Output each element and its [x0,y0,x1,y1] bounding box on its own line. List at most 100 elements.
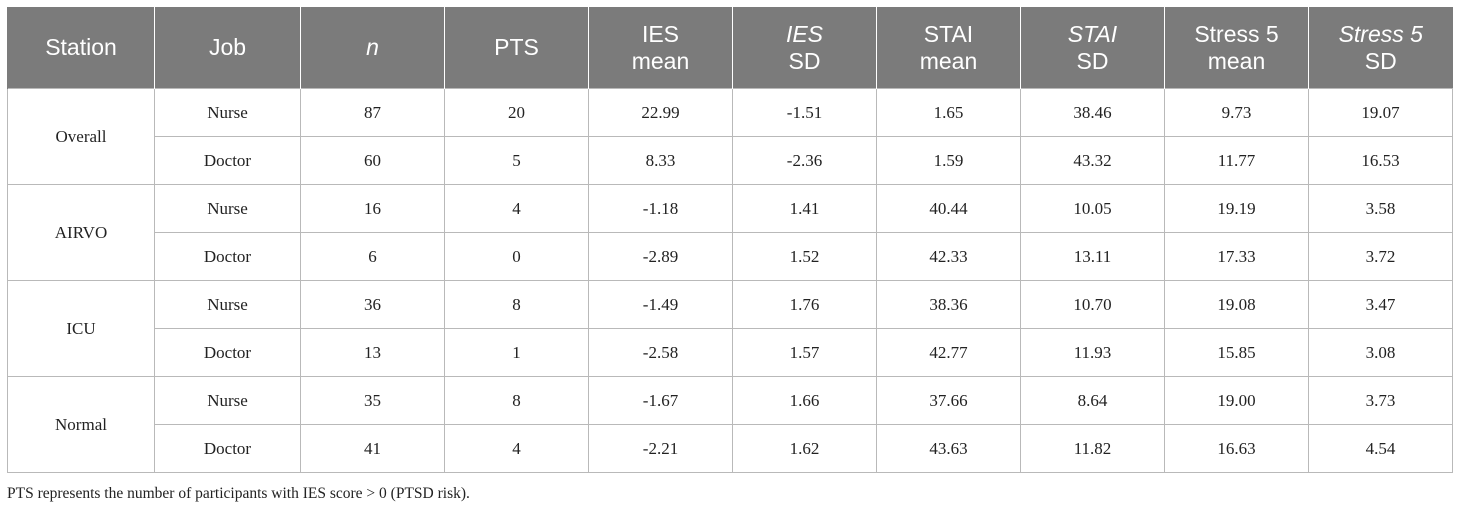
value-cell: -1.51 [732,88,877,137]
value-cell: 16.53 [1308,136,1453,185]
value-cell: 87 [300,88,445,137]
value-cell: 37.66 [876,376,1021,425]
column-header: n [300,7,445,89]
value-cell: -2.21 [588,424,733,473]
table-footnote: PTS represents the number of participant… [7,485,470,502]
job-cell: Doctor [154,232,301,281]
value-cell: 42.77 [876,328,1021,377]
table-row: AIRVO Nurse 16 4 -1.18 1.41 40.44 10.05 19.19 3.5… [7,184,1453,281]
value-cell: 1.52 [732,232,877,281]
job-cell: Nurse [154,184,301,233]
value-cell: 22.99 [588,88,733,137]
column-header-line2: mean [919,47,978,74]
value-cell: 3.72 [1308,232,1453,281]
table-body: Overall Nurse 87 20 22.99 -1.51 1.65 38.46 9.73 1… [7,88,1453,473]
column-header: STAI SD [1020,7,1165,89]
value-cell: 20 [444,88,589,137]
value-cell: 17.33 [1164,232,1309,281]
value-cell: -2.89 [588,232,733,281]
value-cell: 10.70 [1020,280,1165,329]
value-cell: 13 [300,328,445,377]
value-cell: 5 [444,136,589,185]
value-cell: 38.36 [876,280,1021,329]
value-cell: -2.58 [588,328,733,377]
value-cell: 1.76 [732,280,877,329]
column-header: STAI mean [876,7,1021,89]
value-cell: 3.47 [1308,280,1453,329]
value-cell: 1.59 [876,136,1021,185]
value-cell: 8 [444,280,589,329]
value-cell: 43.63 [876,424,1021,473]
value-cell: 1 [444,328,589,377]
results-table: Station Job n PTS IES mean IES SD STAI mean STAI SD… [7,7,1453,473]
value-cell: 41 [300,424,445,473]
value-cell: 6 [300,232,445,281]
value-cell: 11.82 [1020,424,1165,473]
column-header-line1: PTS [494,34,539,60]
value-cell: 0 [444,232,589,281]
value-cell: 15.85 [1164,328,1309,377]
job-cell: Doctor [154,136,301,185]
table-header-row: Station Job n PTS IES mean IES SD STAI mean STAI SD… [7,7,1453,89]
value-cell: -1.18 [588,184,733,233]
station-cell: Normal [7,376,155,473]
column-header-line2: mean [1207,47,1266,74]
value-cell: 36 [300,280,445,329]
value-cell: 8.64 [1020,376,1165,425]
job-cell: Doctor [154,424,301,473]
value-cell: 1.41 [732,184,877,233]
table-row: Doctor 41 4 -2.21 1.62 43.63 11.82 16.63 4.54 [8,424,1453,473]
column-header: Stress 5 mean [1164,7,1309,89]
column-header-line2: SD [1364,47,1397,74]
value-cell: 8 [444,376,589,425]
column-header: Job [154,7,301,89]
table-row: Overall Nurse 87 20 22.99 -1.51 1.65 38.46 9.73 1… [7,88,1453,185]
value-cell: 42.33 [876,232,1021,281]
value-cell: 19.07 [1308,88,1453,137]
value-cell: 11.77 [1164,136,1309,185]
job-cell: Nurse [154,376,301,425]
column-header-line1: Station [45,34,117,60]
value-cell: 16.63 [1164,424,1309,473]
column-header-line1: Stress 5 [1338,20,1423,47]
value-cell: -2.36 [732,136,877,185]
column-header-line1: IES [641,20,680,47]
value-cell: 4 [444,424,589,473]
column-header-line1: Job [208,34,247,60]
column-header-line2: SD [1076,47,1109,74]
value-cell: 9.73 [1164,88,1309,137]
value-cell: 19.19 [1164,184,1309,233]
column-header: Station [7,7,155,89]
value-cell: 3.08 [1308,328,1453,377]
value-cell: 3.58 [1308,184,1453,233]
value-cell: 4.54 [1308,424,1453,473]
column-header: PTS [444,7,589,89]
table-container: Station Job n PTS IES mean IES SD STAI mean STAI SD… [7,7,1453,473]
column-header-line1: Stress 5 [1194,20,1279,47]
value-cell: 11.93 [1020,328,1165,377]
column-header: Stress 5 SD [1308,7,1453,89]
value-cell: -1.67 [588,376,733,425]
table-row: Doctor 13 1 -2.58 1.57 42.77 11.93 15.85 3.08 [8,328,1453,377]
table-row: Doctor 6 0 -2.89 1.52 42.33 13.11 17.33 3.72 [8,232,1453,281]
value-cell: 19.00 [1164,376,1309,425]
value-cell: -1.49 [588,280,733,329]
table-row: ICU Nurse 36 8 -1.49 1.76 38.36 10.70 19.08 3.47 [7,280,1453,377]
column-header-line1: n [366,34,379,60]
value-cell: 1.62 [732,424,877,473]
column-header-line1: IES [785,20,824,47]
station-cell: Overall [7,88,155,185]
table-row: Doctor 60 5 8.33 -2.36 1.59 43.32 11.77 16.53 [8,136,1453,185]
value-cell: 60 [300,136,445,185]
value-cell: 38.46 [1020,88,1165,137]
value-cell: 1.57 [732,328,877,377]
value-cell: 16 [300,184,445,233]
value-cell: 19.08 [1164,280,1309,329]
value-cell: 35 [300,376,445,425]
value-cell: 8.33 [588,136,733,185]
value-cell: 10.05 [1020,184,1165,233]
value-cell: 1.65 [876,88,1021,137]
table-row: Normal Nurse 35 8 -1.67 1.66 37.66 8.64 19.00 3.7… [7,376,1453,473]
value-cell: 13.11 [1020,232,1165,281]
job-cell: Doctor [154,328,301,377]
